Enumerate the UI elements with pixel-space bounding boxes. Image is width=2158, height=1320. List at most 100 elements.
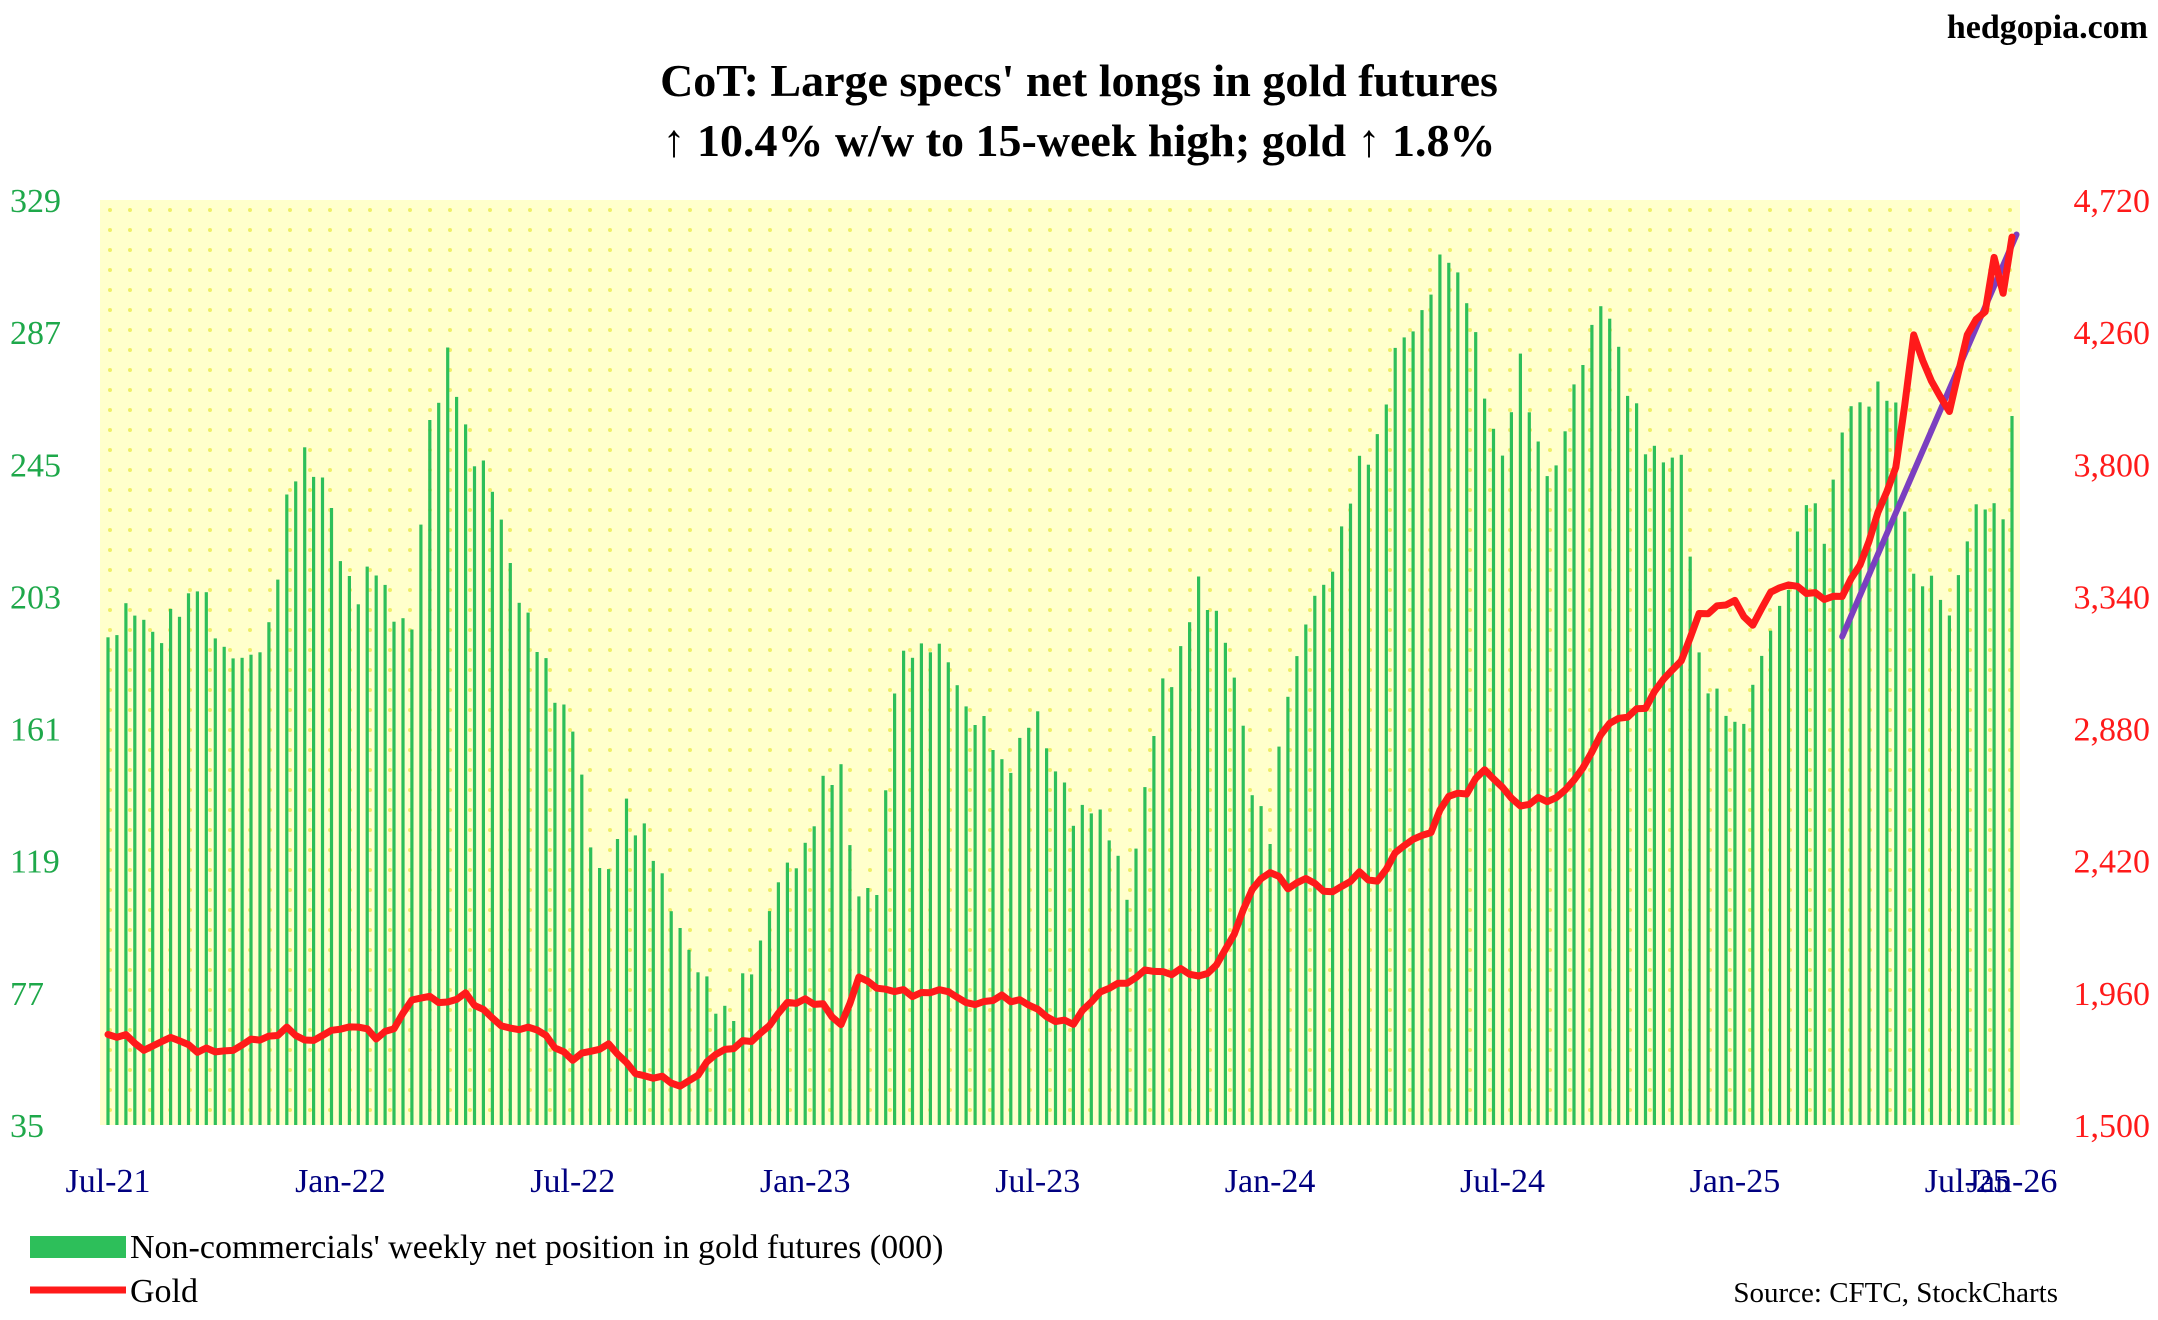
net-position-bar	[1456, 272, 1460, 1125]
net-position-bar	[1053, 771, 1058, 1125]
net-position-bar	[410, 629, 414, 1125]
net-position-bar	[1062, 782, 1067, 1125]
brand-watermark: hedgopia.com	[1947, 9, 2148, 46]
net-position-bar	[1205, 610, 1210, 1125]
net-position-bar	[1929, 575, 1934, 1125]
left-tick-label: 161	[10, 712, 61, 749]
x-tick-label: Jan-26	[1967, 1163, 2058, 1200]
net-position-bar	[303, 447, 307, 1125]
net-position-bar	[732, 1021, 736, 1125]
net-position-bar	[1661, 462, 1665, 1125]
net-position-bar	[669, 911, 673, 1125]
left-axis-ticks: 329 287 245 203 161 119 77 35	[10, 183, 61, 1145]
net-position-bar	[1018, 737, 1022, 1125]
net-position-bar	[1179, 646, 1183, 1125]
net-position-bar	[392, 621, 396, 1125]
net-position-bar	[240, 657, 244, 1125]
net-position-bar	[1116, 855, 1120, 1125]
net-position-bar	[651, 860, 655, 1125]
source-note: Source: CFTC, StockCharts	[1733, 1277, 2058, 1309]
net-position-bar	[1304, 624, 1308, 1125]
net-position-bar	[776, 882, 780, 1125]
net-position-bar	[1626, 395, 1630, 1125]
net-position-bar	[803, 842, 807, 1125]
net-position-bar	[1429, 294, 1433, 1126]
net-position-bar	[195, 591, 199, 1125]
net-position-bar	[374, 575, 378, 1125]
net-position-bar	[821, 775, 825, 1125]
net-position-bar	[598, 868, 602, 1125]
net-position-bar	[893, 693, 897, 1125]
net-position-bar	[169, 608, 173, 1125]
net-position-bar	[839, 764, 843, 1125]
net-position-bar	[1348, 503, 1353, 1126]
net-position-bar	[455, 396, 459, 1125]
net-position-bar	[481, 460, 485, 1125]
net-position-bar	[124, 603, 128, 1125]
net-position-bar	[830, 785, 834, 1125]
net-position-bar	[1760, 655, 1764, 1125]
net-position-bar	[687, 949, 691, 1125]
net-position-bar	[1098, 809, 1102, 1125]
net-position-bar	[1527, 412, 1531, 1125]
net-position-bar	[258, 652, 262, 1125]
net-position-bar	[1867, 406, 1871, 1126]
chart-title: CoT: Large specs' net longs in gold futu…	[660, 55, 1498, 106]
right-tick-label: 2,880	[2074, 712, 2151, 749]
net-position-bar	[294, 481, 298, 1125]
right-tick-label: 4,720	[2074, 183, 2151, 220]
net-position-bar	[678, 928, 682, 1125]
left-tick-label: 329	[10, 183, 61, 220]
net-position-bar	[1536, 441, 1540, 1125]
legend-bars-swatch	[30, 1236, 126, 1258]
dotted-grid	[100, 200, 2020, 1125]
net-position-bar	[365, 566, 369, 1125]
net-position-bar	[928, 652, 932, 1125]
net-position-bar	[1107, 840, 1111, 1125]
net-position-bar	[1688, 556, 1692, 1125]
net-position-bar	[517, 602, 521, 1125]
net-position-bar	[875, 895, 879, 1125]
net-position-bar	[1947, 615, 1951, 1125]
net-position-bar	[955, 685, 959, 1125]
net-position-bar	[1858, 402, 1862, 1125]
net-position-bar	[133, 615, 137, 1125]
net-position-bar	[580, 774, 584, 1125]
net-position-bar	[1778, 605, 1782, 1125]
net-position-bar	[1643, 454, 1648, 1125]
net-position-bar	[973, 725, 977, 1125]
net-position-bar	[1295, 656, 1299, 1125]
net-position-bar	[1170, 687, 1174, 1125]
net-position-bar	[1483, 398, 1487, 1126]
net-position-bar	[1197, 576, 1201, 1125]
net-position-bar	[946, 662, 950, 1125]
right-tick-label: 1,500	[2074, 1108, 2151, 1145]
net-position-bar	[1804, 505, 1808, 1126]
net-position-bar	[937, 643, 941, 1125]
net-position-bar	[1071, 825, 1075, 1125]
left-tick-label: 35	[10, 1108, 44, 1145]
net-position-bar	[1268, 844, 1272, 1125]
net-position-bar	[1813, 503, 1817, 1125]
net-position-bar	[1885, 400, 1889, 1125]
net-position-bar	[1036, 711, 1040, 1125]
net-position-bar	[499, 519, 503, 1125]
net-position-bar	[660, 873, 664, 1125]
net-position-bar	[312, 476, 316, 1125]
net-position-bar	[589, 847, 593, 1125]
net-position-bar	[329, 508, 334, 1125]
net-position-bar	[1340, 526, 1344, 1125]
net-position-bar	[508, 563, 512, 1125]
right-tick-label: 3,340	[2074, 579, 2151, 616]
net-position-bar	[1670, 457, 1674, 1126]
net-position-bar	[1027, 727, 1031, 1125]
net-position-bar	[1375, 434, 1379, 1126]
net-position-bar	[419, 524, 423, 1125]
net-position-bar	[1000, 759, 1004, 1125]
net-position-bar	[1992, 503, 1996, 1125]
net-position-bar	[902, 650, 906, 1125]
right-tick-label: 4,260	[2074, 315, 2151, 352]
net-position-bar	[624, 798, 629, 1125]
net-position-bar	[562, 704, 566, 1125]
